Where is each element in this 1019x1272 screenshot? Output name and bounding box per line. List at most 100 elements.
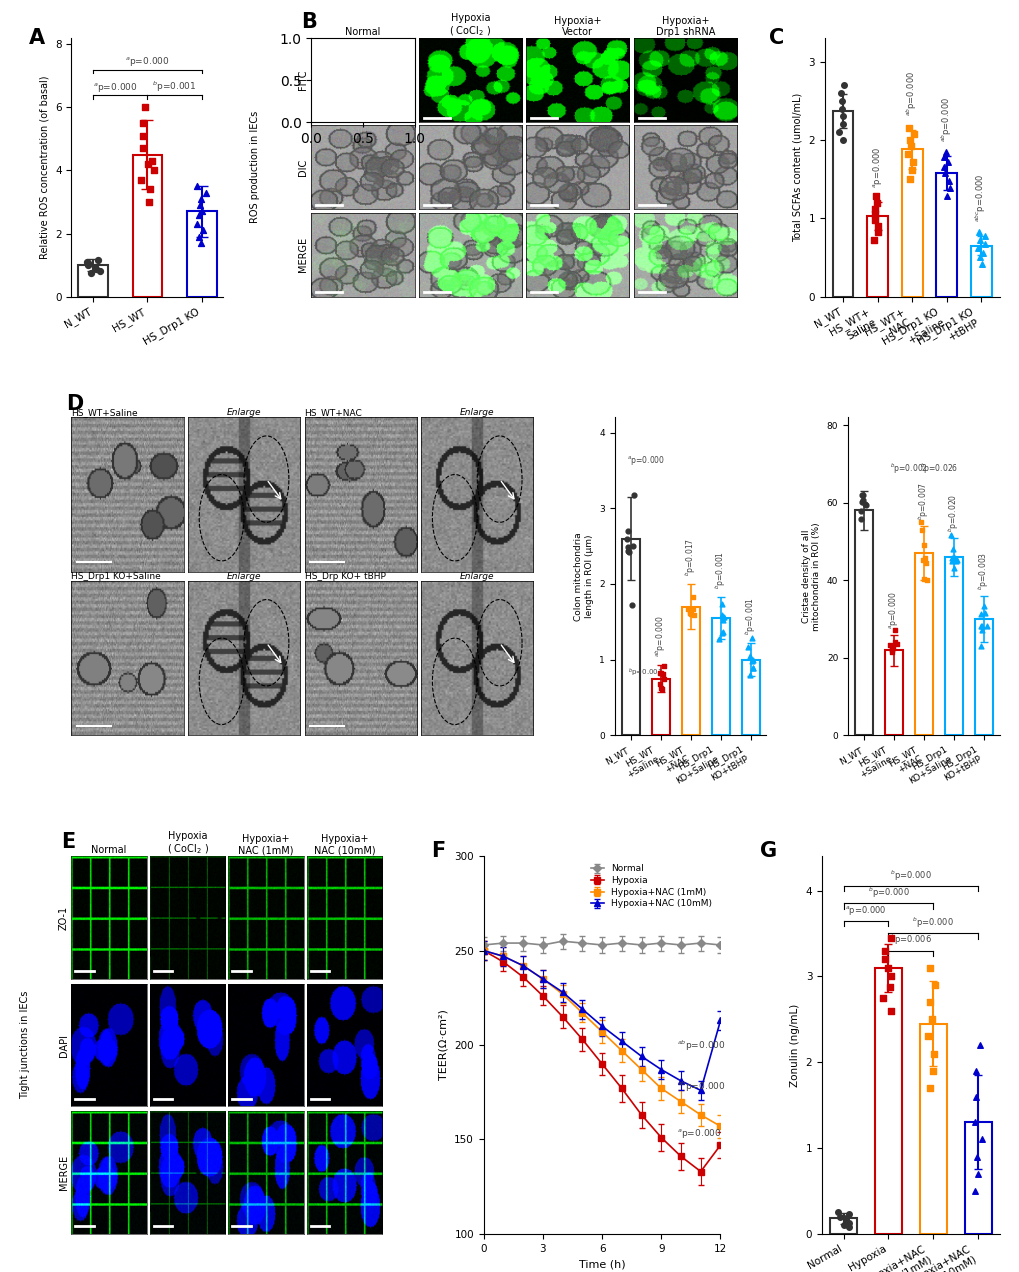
Y-axis label: Colon mitochondria
length in ROI (μm): Colon mitochondria length in ROI (μm) [574,532,593,621]
Point [866,186,882,206]
Point [966,1180,982,1201]
Point [135,113,151,134]
Point [835,1215,851,1235]
Point [883,639,900,659]
Point [943,548,959,569]
Point [943,525,959,546]
Point [926,974,943,995]
Point [680,599,696,619]
Point [888,635,904,655]
Point [918,570,934,590]
Point [887,631,903,651]
Text: $^b$p=0.003: $^b$p=0.003 [975,552,989,590]
Point [903,159,919,179]
Text: HS_Drp KO+ tBHP: HS_Drp KO+ tBHP [305,572,385,581]
Point [864,230,880,251]
Point [900,144,916,164]
Text: HS_Drp1 KO+Saline: HS_Drp1 KO+Saline [71,572,161,581]
Text: $^b$p=0.026: $^b$p=0.026 [919,462,957,476]
Y-axis label: MERGE: MERGE [299,237,308,272]
Y-axis label: Cristae density of all
mitochondria in ROI (%): Cristae density of all mitochondria in R… [801,522,820,631]
Point [969,238,985,258]
Point [714,611,731,631]
Point [975,603,991,623]
Bar [132,155,162,296]
Point [683,599,699,619]
Point [868,223,884,243]
Point [92,261,108,281]
Text: $^a$p=0.000: $^a$p=0.000 [677,1127,721,1140]
Text: C: C [768,28,784,48]
Title: Hypoxia+
NAC (10mM): Hypoxia+ NAC (10mM) [314,834,375,856]
Point [829,1201,846,1221]
Text: $^b$p=0.001: $^b$p=0.001 [743,598,757,636]
Point [881,635,898,655]
Point [744,658,760,678]
Point [685,605,701,626]
Bar [741,660,759,735]
Title: Hypoxia+
Drp1 shRNA: Hypoxia+ Drp1 shRNA [655,15,714,37]
Point [140,154,156,174]
Point [710,630,727,650]
Point [836,75,852,95]
Point [970,223,986,243]
Text: $^b$p=0.002: $^b$p=0.002 [889,462,927,476]
Point [921,1077,937,1098]
Title: Enlarge: Enlarge [460,572,494,581]
Point [854,490,870,510]
Point [937,186,954,206]
Point [883,637,900,658]
Point [971,247,987,267]
Point [914,551,930,571]
Point [651,674,667,695]
Point [830,122,847,142]
Point [882,967,899,987]
Text: $^b$p=0.000: $^b$p=0.000 [911,916,953,930]
Point [905,123,921,144]
Point [191,205,207,225]
Point [198,182,214,202]
Point [655,655,672,675]
Bar [935,173,956,296]
Point [882,1001,899,1021]
Text: A: A [29,28,45,48]
Point [874,987,891,1007]
Point [915,570,931,590]
Point [191,226,207,247]
Point [655,669,672,689]
Point [834,107,850,127]
Point [857,495,873,515]
X-axis label: Time (h): Time (h) [578,1259,625,1269]
Point [852,509,868,529]
Point [712,605,729,626]
Text: $^{abc}$p=0.000: $^{abc}$p=0.000 [973,173,987,223]
Point [935,158,952,178]
Point [625,485,641,505]
Bar [974,619,991,735]
Point [833,90,849,111]
Bar [884,650,902,735]
Bar [829,1219,856,1234]
Point [853,485,869,505]
Point [973,253,989,273]
Point [193,188,209,209]
Point [912,513,928,533]
Bar [622,538,639,735]
Text: D: D [66,393,84,413]
Point [620,537,636,557]
Bar [832,111,853,296]
Y-axis label: FITC: FITC [299,70,308,90]
Point [919,1027,935,1047]
Title: Normal: Normal [344,28,380,37]
Point [901,169,917,190]
Title: Hypoxia
( CoCl$_2$ ): Hypoxia ( CoCl$_2$ ) [166,831,208,856]
Point [135,126,151,146]
Y-axis label: TEER(Ω·cm²): TEER(Ω·cm²) [438,1010,448,1080]
Point [144,151,160,172]
Bar [866,216,888,296]
Text: $^b$p=0.000: $^b$p=0.000 [867,885,908,901]
Point [620,541,636,561]
Point [880,977,897,997]
Point [192,195,208,215]
Point [965,1112,981,1132]
